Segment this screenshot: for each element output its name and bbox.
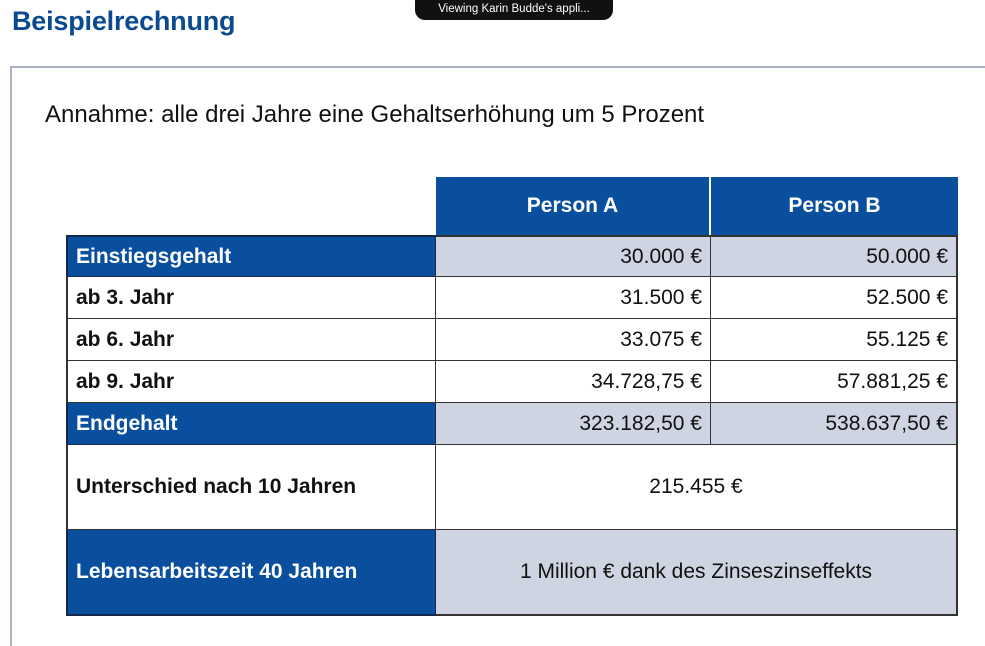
- value-einstiegsgehalt-b: 50.000 €: [711, 235, 958, 277]
- row-label-year-3: ab 3. Jahr: [66, 277, 436, 319]
- row-label-difference: Unterschied nach 10 Jahren: [66, 445, 436, 530]
- value-year-9-b: 57.881,25 €: [711, 361, 958, 403]
- row-label-year-9: ab 9. Jahr: [66, 361, 436, 403]
- page-title: Beispielrechnung: [12, 6, 236, 36]
- row-label-lifetime: Lebensarbeitszeit 40 Jahren: [66, 530, 436, 616]
- row-label-einstiegsgehalt: Einstiegsgehalt: [66, 235, 436, 277]
- screen-share-banner[interactable]: Viewing Karin Budde's appli...: [415, 0, 613, 20]
- salary-table: Person A Person B Einstiegsgehalt 30.000…: [66, 177, 958, 616]
- value-year-6-b: 55.125 €: [711, 319, 958, 361]
- value-endgehalt-b: 538.637,50 €: [711, 403, 958, 445]
- row-label-year-6: ab 6. Jahr: [66, 319, 436, 361]
- header-person-a: Person A: [436, 177, 711, 235]
- value-year-6-a: 33.075 €: [436, 319, 711, 361]
- value-endgehalt-a: 323.182,50 €: [436, 403, 711, 445]
- value-difference: 215.455 €: [436, 445, 958, 530]
- header-empty-cell: [66, 177, 436, 235]
- value-year-3-a: 31.500 €: [436, 277, 711, 319]
- value-lifetime: 1 Million € dank des Zinseszinseffekts: [436, 530, 958, 616]
- row-label-endgehalt: Endgehalt: [66, 403, 436, 445]
- header-person-b: Person B: [711, 177, 958, 235]
- assumption-text: Annahme: alle drei Jahre eine Gehaltserh…: [45, 101, 705, 128]
- value-einstiegsgehalt-a: 30.000 €: [436, 235, 711, 277]
- value-year-3-b: 52.500 €: [711, 277, 958, 319]
- value-year-9-a: 34.728,75 €: [436, 361, 711, 403]
